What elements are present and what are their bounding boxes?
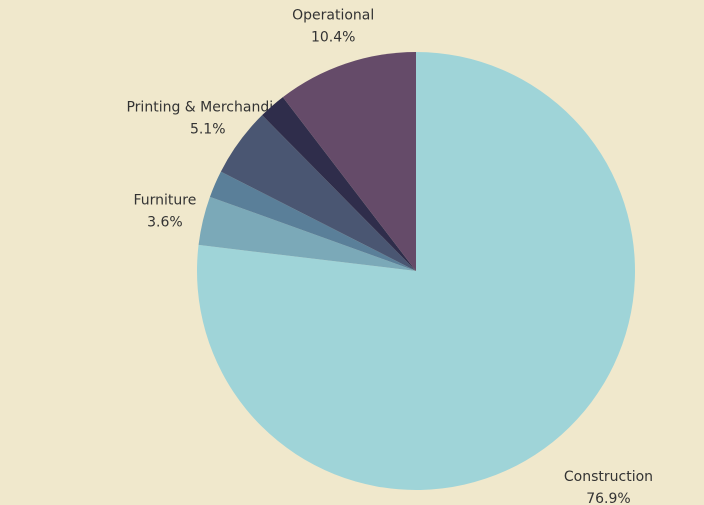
slice-value-label: 5.1%: [190, 122, 226, 138]
pie-slice: [220, 115, 416, 272]
slice-value-label: 10.4%: [311, 30, 355, 46]
slice-label: Construction: [564, 469, 653, 485]
slice-value-label: 3.6%: [147, 215, 183, 231]
slice-value-label: 76.9%: [586, 491, 630, 505]
slice-label: Printing & Merchandise: [126, 100, 289, 116]
slice-label: Furniture: [134, 193, 197, 209]
pie-slice: [262, 97, 416, 271]
pie-slice: [209, 171, 416, 271]
pie-slice: [282, 52, 416, 271]
slice-label: Operational: [292, 8, 374, 24]
pie-slice: [198, 196, 416, 271]
pie-slice: [197, 52, 636, 490]
